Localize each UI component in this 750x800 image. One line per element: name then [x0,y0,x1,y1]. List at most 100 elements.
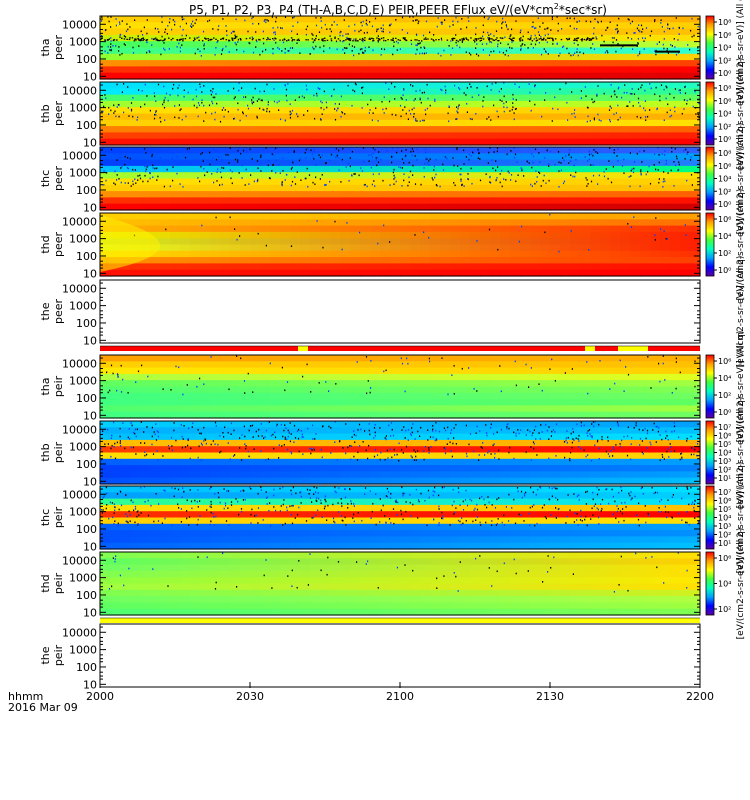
noise-speck [288,50,290,52]
spectrogram-cell [610,231,621,239]
spectrogram-cell [450,361,461,369]
spectrogram-cell [480,263,491,271]
spectrogram-cell [540,153,551,161]
spectrogram-cell [550,361,561,369]
spectrogram-cell [600,88,611,96]
noise-speck [377,28,379,30]
spectrogram-cell [650,126,661,133]
spectrogram-cell [390,82,401,89]
spectrogram-cell [410,203,421,211]
spectrogram-cell [640,380,651,388]
spectrogram-cell [410,263,421,271]
noise-speck [401,150,403,152]
noise-speck [340,115,342,118]
noise-speck [454,184,456,187]
spectrogram-cell [430,244,441,252]
spectrogram-cell [510,219,521,227]
noise-speck [104,50,106,53]
spectrogram-cell [470,367,481,375]
noise-speck [539,172,541,174]
spectrogram-cell [680,203,691,211]
noise-speck [534,182,536,185]
spectrogram-cell [560,184,571,192]
spectrogram-cell [260,34,271,42]
spectrogram-cell [410,184,421,192]
noise-speck [198,36,200,38]
spectrogram-cell [650,197,661,205]
spectrogram-cell [530,367,541,375]
noise-speck [456,44,458,47]
spectrogram-cell [210,257,221,264]
spectrogram-cell [650,250,661,258]
spectrogram-cell [580,113,591,121]
spectrogram-cell [630,16,641,23]
spectrogram-cell [160,47,171,55]
spectrogram-cell [270,138,281,146]
noise-speck [618,86,620,89]
colorbar-tick-label: 10² [718,249,731,258]
spectrogram-cell [300,178,311,186]
noise-speck [347,84,349,87]
noise-speck [316,92,318,95]
spectrogram-cell [450,53,461,61]
noise-speck [348,180,350,182]
spectrogram-cell [180,269,191,277]
noise-speck [268,110,271,113]
spectrogram-cell [600,113,611,121]
noise-speck [321,113,323,115]
spectrogram-cell [270,153,281,161]
spectrogram-cell [670,257,681,264]
spectrogram-cell [500,132,511,140]
spectrogram-cell [210,159,221,167]
spectrogram-cell [490,250,501,258]
spectrogram-cell [260,53,271,61]
spectrogram-cell [540,41,551,49]
spectrogram-cell [370,119,381,127]
noise-speck [267,37,269,39]
spectrogram-cell [680,147,691,154]
noise-speck [354,30,356,32]
noise-speck [289,103,291,105]
spectrogram-cell [440,16,451,23]
noise-speck [450,54,452,56]
noise-speck [411,108,413,111]
spectrogram-cell [450,88,461,96]
noise-speck [463,92,465,94]
spectrogram-cell [330,250,341,258]
spectrogram-cell [590,355,601,362]
noise-speck [535,27,537,29]
noise-speck [636,27,638,30]
noise-speck [496,147,499,149]
noise-speck [251,36,253,39]
noise-speck [380,54,382,56]
noise-speck [319,46,321,49]
spectrogram-cell [620,147,631,154]
spectrogram-cell [500,16,511,23]
noise-speck [284,16,287,18]
noise-speck [593,117,595,119]
spectrogram-cell [570,107,581,115]
noise-speck [245,148,247,151]
spectrogram-cell [600,269,611,277]
spectrogram-cell [160,231,171,239]
noise-speck [451,38,453,40]
noise-speck [569,25,571,27]
noise-speck [176,172,178,175]
spectrogram-cell [470,16,481,23]
spectrogram-cell [440,60,451,67]
noise-speck [161,16,163,18]
spectrogram-cell [510,34,521,42]
noise-speck [389,241,391,243]
spectrogram-cell [180,203,191,211]
spectrogram-cell [280,88,291,96]
spectrogram-cell [190,16,201,23]
noise-speck [463,38,465,41]
spectrogram-cell [420,41,431,49]
spectrogram-cell [470,107,481,115]
noise-speck [348,25,350,28]
spectrogram-cell [340,16,351,23]
spectrogram-cell [510,172,521,180]
noise-speck [416,44,418,47]
spectrogram-cell [560,380,571,388]
noise-speck [488,16,490,19]
